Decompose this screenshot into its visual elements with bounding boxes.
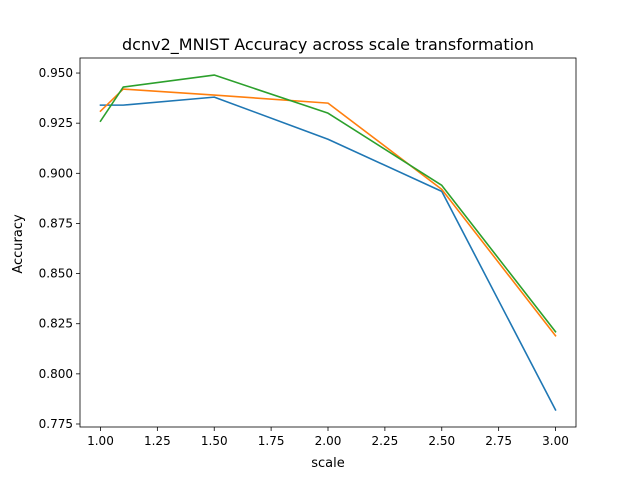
y-tick-label: 0.925 bbox=[39, 116, 73, 130]
x-tick-label: 2.50 bbox=[428, 434, 455, 448]
x-tick-label: 1.50 bbox=[201, 434, 228, 448]
y-axis-label: Accuracy bbox=[11, 214, 26, 274]
x-tick-label: 2.75 bbox=[485, 434, 512, 448]
x-tick-label: 2.25 bbox=[372, 434, 399, 448]
series-line-3 bbox=[99, 74, 557, 333]
x-tick-label: 2.00 bbox=[315, 434, 342, 448]
y-tick-label: 0.800 bbox=[39, 367, 73, 381]
x-tick-label: 1.00 bbox=[87, 434, 114, 448]
y-tick-label: 0.775 bbox=[39, 417, 73, 431]
x-tick-label: 1.25 bbox=[144, 434, 171, 448]
x-tick-label: 3.00 bbox=[542, 434, 569, 448]
y-tick-label: 0.850 bbox=[39, 267, 73, 281]
x-axis-label: scale bbox=[311, 456, 345, 471]
chart-title: dcnv2_MNIST Accuracy across scale transf… bbox=[122, 35, 534, 55]
y-tick-label: 0.900 bbox=[39, 166, 73, 180]
y-tick-label: 0.825 bbox=[39, 317, 73, 331]
series-line-1 bbox=[99, 96, 557, 412]
x-axis-ticks: 1.00 1.25 1.50 1.75 2.00 2.25 2.50 2.75 3.00 bbox=[87, 427, 569, 448]
series-layer bbox=[99, 74, 557, 412]
x-tick-label: 1.75 bbox=[258, 434, 285, 448]
y-tick-label: 0.875 bbox=[39, 216, 73, 230]
y-axis-ticks: 0.775 0.800 0.825 0.850 0.875 0.900 0.925 0.950 bbox=[39, 66, 80, 431]
y-tick-label: 0.950 bbox=[39, 66, 73, 80]
plot-frame bbox=[79, 57, 577, 428]
